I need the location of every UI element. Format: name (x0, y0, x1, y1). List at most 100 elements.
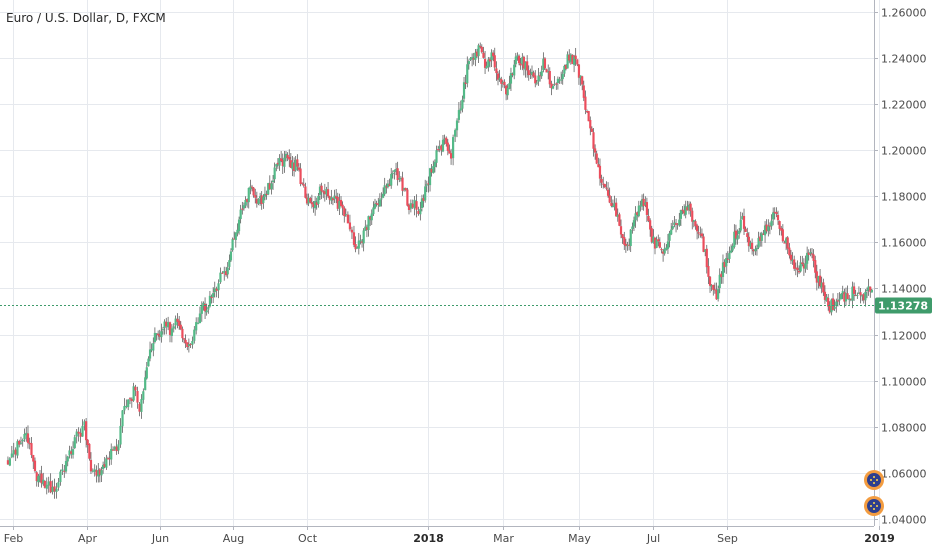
candle-body (226, 267, 229, 275)
candle-down (699, 226, 702, 238)
candle-down (221, 271, 224, 274)
candle-body (275, 164, 278, 167)
candle-up (419, 201, 422, 221)
candle-down (814, 255, 817, 279)
candle-body (257, 198, 260, 204)
candle-down (720, 271, 723, 284)
candle-body (721, 262, 725, 277)
candle-down (623, 231, 626, 250)
candle-up (553, 76, 556, 86)
y-tick-label: 1.20000 (881, 145, 927, 158)
candle-down (396, 161, 399, 186)
candle-down (422, 194, 425, 208)
candle-down (210, 294, 213, 304)
candle-up (626, 241, 629, 251)
time-axis[interactable]: FebAprJunAugOct2018MarMayJulSep20194 (4, 526, 932, 545)
candle-up (391, 170, 394, 179)
candle-body (390, 173, 393, 186)
candle-body (93, 469, 96, 472)
candle-body (466, 64, 469, 84)
candle-body (480, 46, 483, 53)
candle-down (597, 157, 600, 168)
candle-up (148, 341, 152, 362)
eu-flag-icon[interactable] (864, 470, 884, 490)
candle-body (179, 324, 182, 330)
candle-body (467, 61, 470, 65)
candle-body (108, 458, 111, 460)
candle-body (846, 293, 849, 300)
candle-body (448, 150, 451, 154)
candle-up (370, 209, 373, 225)
candle-body (814, 260, 817, 273)
candle-body (655, 239, 658, 248)
candle-up (113, 445, 116, 452)
candle-body (409, 203, 412, 209)
candle-up (579, 75, 582, 86)
us-flag-icon[interactable] (864, 496, 884, 516)
candle-body (157, 333, 160, 336)
candle-body (506, 88, 509, 96)
candle-body (472, 58, 475, 60)
candle-body (461, 99, 464, 109)
candle-body (618, 214, 621, 226)
candle-up (851, 281, 854, 309)
candle-body (252, 187, 255, 196)
candle-up (359, 234, 362, 245)
candle-body (440, 145, 443, 151)
event-icons[interactable] (864, 470, 884, 516)
candle-down (268, 175, 271, 190)
candle-down (503, 79, 506, 89)
candle-down (493, 47, 496, 71)
candle-up (861, 294, 864, 302)
candle-down (548, 67, 551, 88)
candle-down (288, 149, 291, 167)
candle-down (354, 236, 357, 253)
candle-up (119, 418, 122, 448)
candle-body (172, 326, 175, 329)
candle-down (296, 154, 299, 171)
candle-up (540, 65, 543, 79)
candle-up (105, 454, 108, 470)
candle-body (689, 203, 692, 211)
candle-body (68, 450, 71, 456)
candle-up (459, 100, 462, 114)
candle-body (170, 328, 173, 336)
candle-body (616, 214, 619, 217)
candle-up (393, 169, 396, 180)
candle-up (678, 212, 681, 227)
candle-down (849, 298, 852, 302)
candle-up (551, 84, 555, 90)
candle-body (294, 159, 297, 171)
candle-body (781, 229, 784, 242)
candle-up (219, 267, 222, 284)
candle-body (85, 421, 88, 441)
candle-body (119, 425, 122, 445)
candle-body (40, 473, 43, 484)
candle-body (768, 225, 772, 227)
candle-body (697, 232, 700, 234)
price-axis[interactable]: 1.04000 1.06000 1.08000 1.10000 1.12000 1.140… (874, 7, 927, 527)
candle-body (160, 331, 163, 338)
candle-up (38, 470, 42, 483)
candle-down (401, 171, 404, 196)
candle-body (788, 247, 791, 256)
candle-body (694, 221, 697, 227)
candle-body (403, 188, 406, 190)
candle-body (406, 189, 409, 206)
candle-body (838, 299, 841, 301)
candle-down (446, 139, 449, 156)
candle-down (480, 44, 483, 54)
candle-body (736, 235, 739, 240)
candle-body (780, 227, 783, 231)
candle-body (310, 202, 313, 205)
candle-down (292, 157, 296, 177)
candle-down (647, 208, 650, 223)
candle-body (836, 300, 839, 302)
candle-up (640, 194, 644, 210)
candle-body (713, 289, 716, 291)
candle-body (215, 288, 218, 291)
candle-down (726, 251, 729, 264)
candle-up (61, 464, 64, 475)
candle-up (684, 200, 687, 219)
